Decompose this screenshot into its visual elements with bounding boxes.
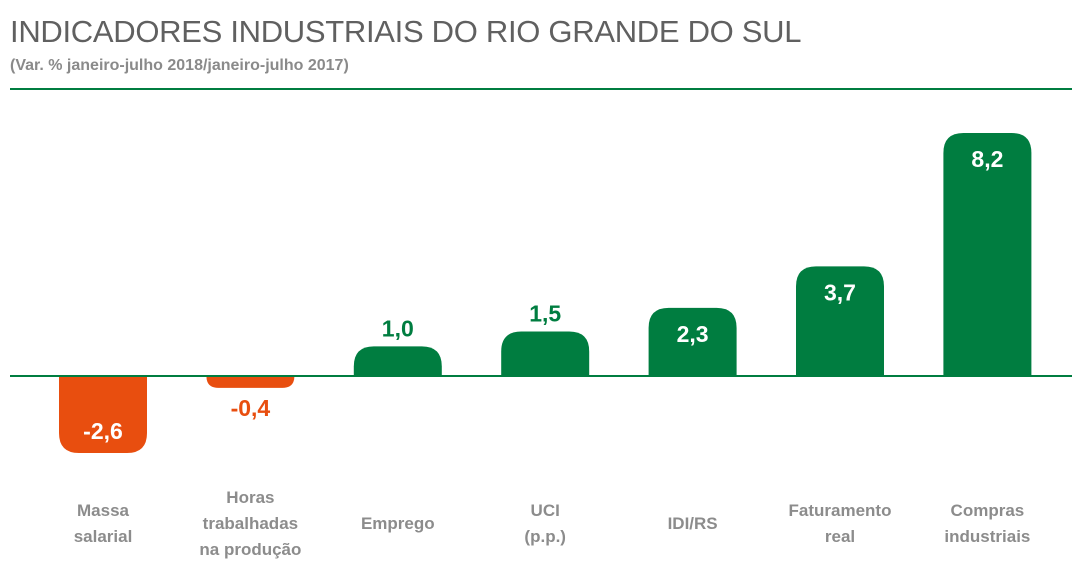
data-label: 1,5 <box>529 301 561 327</box>
category-label: Emprego <box>361 514 435 533</box>
bar <box>59 376 147 454</box>
category-label: Horas trabalhadas na produção <box>199 488 301 559</box>
bar <box>796 266 884 376</box>
bar <box>943 133 1032 376</box>
category-label: Massa salarial <box>74 501 133 546</box>
data-label: 1,0 <box>382 315 414 341</box>
bar <box>648 307 737 376</box>
data-label: -2,6 <box>83 418 123 444</box>
data-label: -0,4 <box>231 395 271 421</box>
bar <box>206 376 295 388</box>
title-rule <box>10 88 1072 90</box>
data-label: 3,7 <box>824 279 856 305</box>
data-label: 8,2 <box>971 146 1003 172</box>
bar <box>353 346 442 376</box>
category-label: UCI (p.p.) <box>524 501 566 546</box>
data-label: 2,3 <box>677 321 709 347</box>
chart-subtitle: (Var. % janeiro-julho 2018/janeiro-julho… <box>10 57 349 74</box>
category-label: IDI/RS <box>668 514 718 533</box>
bar <box>501 331 590 376</box>
chart-title: INDICADORES INDUSTRIAIS DO RIO GRANDE DO… <box>10 14 802 49</box>
category-label: Compras industriais <box>944 501 1030 546</box>
category-label: Faturamento real <box>789 501 892 546</box>
